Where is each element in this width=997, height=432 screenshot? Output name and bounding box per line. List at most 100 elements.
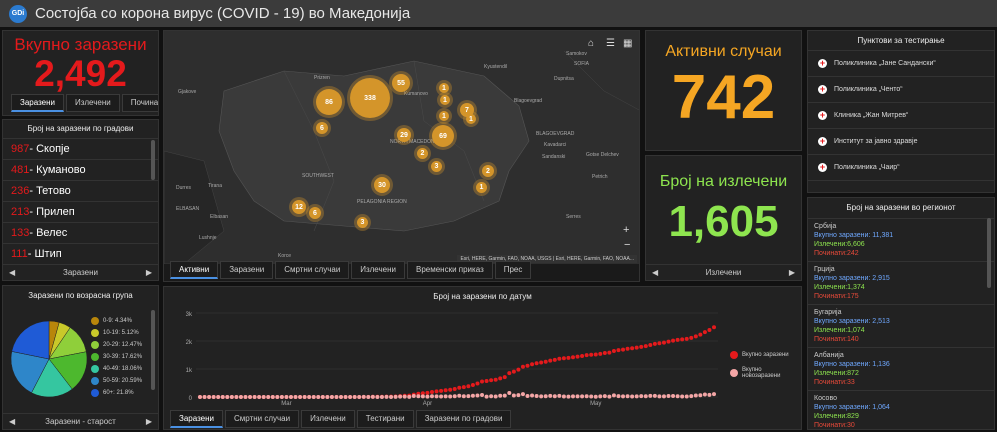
- data-point: [580, 394, 585, 399]
- data-point: [307, 395, 312, 399]
- legend-label: 0-9: 4.34%: [103, 318, 133, 324]
- testing-point-row[interactable]: + Клиника „Жан Митрев“: [808, 103, 994, 129]
- data-point: [202, 395, 207, 399]
- map-canvas[interactable]: Prizren Gjakove Kumanovo Kyustendil Samokov S…: [164, 31, 639, 267]
- age-prev-icon[interactable]: ◀: [9, 417, 16, 426]
- testing-point-row[interactable]: + Поликлиника „Ченто“: [808, 77, 994, 103]
- pager-next-icon[interactable]: ▶: [145, 268, 152, 277]
- cluster-marker[interactable]: 6: [316, 122, 328, 134]
- layers-icon[interactable]: ☰: [606, 38, 615, 49]
- data-point: [448, 387, 453, 392]
- zoom-in-button[interactable]: +: [623, 224, 630, 236]
- cluster-marker[interactable]: 29: [397, 128, 411, 142]
- tab-deceased[interactable]: Починати: [121, 94, 158, 112]
- cluster-marker[interactable]: 338: [350, 78, 390, 118]
- cluster-marker[interactable]: 30: [374, 177, 390, 193]
- cities-scrollbar[interactable]: [151, 140, 155, 180]
- cluster-marker[interactable]: 2: [417, 148, 428, 159]
- map-panel: Prizren Gjakove Kumanovo Kyustendil Samokov S…: [163, 30, 640, 282]
- city-row[interactable]: 236 - Тетово: [3, 180, 158, 201]
- city-row[interactable]: 111 - Штип: [3, 243, 158, 264]
- data-point: [689, 335, 694, 340]
- data-point: [566, 355, 571, 360]
- data-point: [261, 395, 266, 399]
- data-point: [357, 395, 362, 399]
- timeline-legend-item: Вкупно заразени: [730, 349, 798, 361]
- data-point: [570, 394, 575, 399]
- tab-press[interactable]: Прес: [494, 261, 532, 279]
- data-point: [566, 394, 571, 399]
- tab-map-infected[interactable]: Заразени: [220, 261, 274, 279]
- tab-infected[interactable]: Заразени: [11, 94, 65, 112]
- cluster-marker[interactable]: 12: [292, 200, 306, 214]
- testing-point-row[interactable]: + Поликлиника „Јане Сандански“: [808, 51, 994, 77]
- tab-tl-by-city[interactable]: Заразени по градови: [415, 410, 512, 428]
- data-point: [348, 395, 353, 399]
- city-row[interactable]: 481 - Куманово: [3, 159, 158, 180]
- tab-timeline[interactable]: Временски приказ: [406, 261, 493, 279]
- region-list: Србија Вкупно заразени: 11,381 Излечени:6,…: [808, 219, 994, 429]
- cluster-marker[interactable]: 2: [482, 165, 494, 177]
- cluster-marker[interactable]: 69: [432, 125, 454, 147]
- pie-slice[interactable]: [11, 320, 50, 360]
- testing-point-row[interactable]: + Институт за јавно здравје: [808, 129, 994, 155]
- city-count: 236: [11, 185, 30, 197]
- data-point: [539, 360, 544, 365]
- basemap-icon[interactable]: ▦: [623, 38, 633, 49]
- tab-tl-deaths[interactable]: Смртни случаи: [225, 410, 300, 428]
- tab-tl-infected[interactable]: Заразени: [170, 410, 224, 428]
- pie-slice[interactable]: [48, 351, 88, 390]
- age-legend-item: 10-19: 5.12%: [91, 327, 142, 339]
- total-tabs: Заразени Излечени Починати: [11, 94, 158, 112]
- pie-slice[interactable]: [10, 351, 50, 394]
- data-point: [484, 379, 489, 384]
- cities-pager-label: Заразени: [62, 268, 98, 277]
- pie-slice[interactable]: [31, 358, 73, 398]
- data-point: [361, 394, 366, 399]
- tab-map-recovered[interactable]: Излечени: [351, 261, 405, 279]
- testing-point-row[interactable]: + Поликлиника „Чаир“: [808, 155, 994, 181]
- age-scrollbar[interactable]: [151, 310, 155, 390]
- testing-title: Пунктови за тестирање: [808, 31, 994, 51]
- pager-prev-icon[interactable]: ◀: [9, 268, 16, 277]
- data-point: [507, 390, 512, 395]
- city-row[interactable]: 987 - Скопје: [3, 138, 158, 159]
- tab-active[interactable]: Активни: [170, 261, 219, 279]
- recovered-prev-icon[interactable]: ◀: [652, 268, 659, 277]
- cluster-marker[interactable]: 1: [476, 182, 487, 193]
- home-icon[interactable]: ⌂: [588, 38, 595, 49]
- region-scrollbar[interactable]: [987, 218, 991, 288]
- cluster-marker[interactable]: 6: [309, 207, 321, 219]
- data-point: [611, 393, 616, 398]
- age-pager-label: Заразени - старост: [45, 417, 116, 426]
- data-point: [516, 367, 521, 372]
- map-place-label: Korce: [278, 253, 292, 259]
- recovered-next-icon[interactable]: ▶: [788, 268, 795, 277]
- cluster-marker[interactable]: 1: [439, 111, 449, 121]
- tab-recovered[interactable]: Излечени: [66, 94, 120, 112]
- cluster-marker[interactable]: 3: [431, 161, 442, 172]
- map-tabs: Активни Заразени Смртни случаи Излечени …: [170, 261, 532, 279]
- age-next-icon[interactable]: ▶: [145, 417, 152, 426]
- cluster-marker[interactable]: 1: [440, 95, 450, 105]
- cluster-marker[interactable]: 1: [466, 114, 476, 124]
- region-country-block: Србија Вкупно заразени: 11,381 Излечени:6,…: [808, 219, 994, 262]
- cluster-marker[interactable]: 7: [460, 103, 474, 117]
- data-point: [625, 394, 630, 399]
- data-point: [370, 394, 375, 399]
- cluster-marker[interactable]: 86: [316, 89, 342, 115]
- cluster-marker[interactable]: 3: [357, 217, 368, 228]
- city-row[interactable]: 133 - Велес: [3, 222, 158, 243]
- city-row[interactable]: 213 - Прилеп: [3, 201, 158, 222]
- cluster-marker[interactable]: 1: [439, 83, 449, 93]
- map-place-label: SOUTHWEST: [302, 173, 334, 179]
- map-basemap: [164, 50, 639, 264]
- zoom-out-button[interactable]: −: [624, 239, 631, 251]
- tab-tl-recovered[interactable]: Излечени: [301, 410, 355, 428]
- tab-tl-tested[interactable]: Тестирани: [356, 410, 414, 428]
- data-point: [552, 357, 557, 362]
- cluster-marker[interactable]: 55: [392, 74, 410, 92]
- data-point: [707, 328, 712, 333]
- tab-deaths[interactable]: Смртни случаи: [275, 261, 350, 279]
- data-point: [534, 361, 539, 366]
